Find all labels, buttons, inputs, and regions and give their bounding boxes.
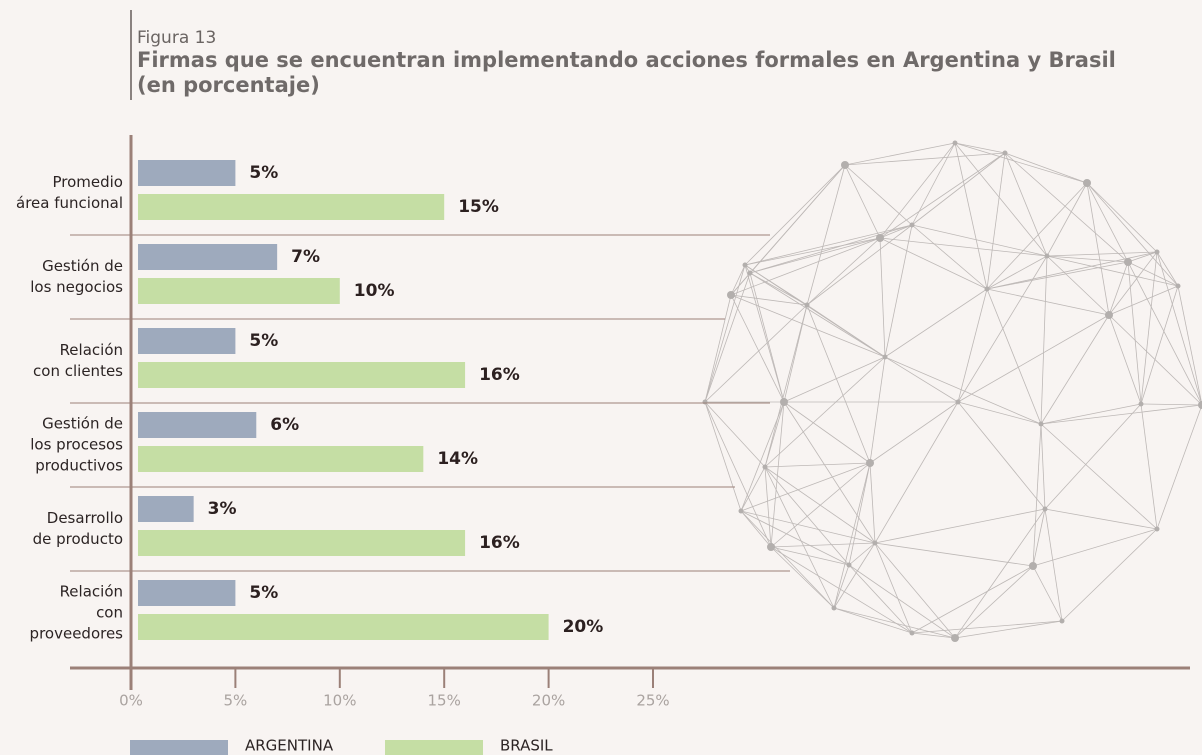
bar bbox=[138, 328, 235, 354]
category-label: Relación bbox=[60, 583, 123, 601]
x-tick-label: 25% bbox=[636, 692, 669, 710]
x-tick-label: 5% bbox=[224, 692, 248, 710]
bar bbox=[138, 244, 277, 270]
value-label: 5% bbox=[249, 583, 278, 603]
network-node bbox=[727, 291, 735, 299]
network-node bbox=[951, 634, 959, 642]
x-tick-label: 20% bbox=[532, 692, 565, 710]
category-label: Desarrollo bbox=[47, 509, 123, 527]
network-node bbox=[841, 161, 849, 169]
legend-label: ARGENTINA bbox=[245, 737, 334, 755]
value-label: 5% bbox=[249, 331, 278, 351]
network-node bbox=[763, 465, 768, 470]
network-node bbox=[985, 287, 990, 292]
network-node bbox=[780, 398, 788, 406]
network-node bbox=[1139, 402, 1144, 407]
network-node bbox=[1045, 254, 1050, 259]
category-label: con clientes bbox=[33, 362, 123, 380]
value-label: 14% bbox=[437, 449, 478, 469]
value-label: 20% bbox=[563, 617, 604, 637]
network-node bbox=[1039, 422, 1044, 427]
value-label: 16% bbox=[479, 365, 520, 385]
value-label: 10% bbox=[354, 281, 395, 301]
network-node bbox=[873, 541, 878, 546]
network-node bbox=[1124, 258, 1132, 266]
category-label: los negocios bbox=[30, 278, 123, 296]
category-label: Gestión de bbox=[42, 257, 123, 275]
network-node bbox=[739, 509, 744, 514]
network-node bbox=[1176, 284, 1181, 289]
network-node bbox=[1155, 250, 1160, 255]
bar bbox=[138, 580, 235, 606]
chart: Figura 13 Firmas que se encuentran imple… bbox=[0, 0, 1202, 755]
network-node bbox=[1029, 562, 1037, 570]
network-node bbox=[1083, 179, 1091, 187]
network-node bbox=[956, 400, 961, 405]
x-tick-label: 15% bbox=[428, 692, 461, 710]
network-node bbox=[910, 223, 915, 228]
chart-title: (en porcentaje) bbox=[137, 73, 320, 97]
bar bbox=[138, 530, 465, 556]
category-label: proveedores bbox=[30, 625, 124, 643]
network-node bbox=[1043, 507, 1048, 512]
value-label: 6% bbox=[270, 415, 299, 435]
chart-title: Firmas que se encuentran implementando a… bbox=[137, 48, 1116, 72]
category-label: productivos bbox=[35, 457, 123, 475]
category-label: Gestión de bbox=[42, 415, 123, 433]
network-node bbox=[1003, 151, 1008, 156]
figure-label: Figura 13 bbox=[137, 28, 216, 48]
category-label: Promedio bbox=[52, 173, 123, 191]
value-label: 3% bbox=[208, 499, 237, 519]
value-label: 5% bbox=[249, 163, 278, 183]
network-node bbox=[1155, 527, 1160, 532]
bar bbox=[138, 160, 235, 186]
network-node bbox=[767, 543, 775, 551]
network-node bbox=[876, 234, 884, 242]
network-node bbox=[910, 631, 915, 636]
category-label: área funcional bbox=[16, 194, 123, 212]
bar bbox=[138, 412, 256, 438]
network-node bbox=[832, 606, 837, 611]
bar bbox=[138, 362, 465, 388]
category-label: Relación bbox=[60, 341, 123, 359]
network-node bbox=[1060, 619, 1065, 624]
value-label: 15% bbox=[458, 197, 499, 217]
x-tick-label: 0% bbox=[119, 692, 143, 710]
network-node bbox=[1105, 311, 1113, 319]
value-label: 7% bbox=[291, 247, 320, 267]
category-label: los procesos bbox=[30, 436, 123, 454]
bar bbox=[138, 194, 444, 220]
bar bbox=[138, 496, 194, 522]
legend-label: BRASIL bbox=[500, 737, 553, 755]
network-node bbox=[805, 303, 810, 308]
network-node bbox=[743, 263, 748, 268]
network-node bbox=[847, 563, 852, 568]
legend-swatch bbox=[130, 740, 228, 755]
category-label: con bbox=[96, 604, 123, 622]
network-node bbox=[866, 459, 874, 467]
network-node bbox=[953, 141, 958, 146]
network-node bbox=[883, 355, 888, 360]
network-node bbox=[703, 400, 708, 405]
x-tick-label: 10% bbox=[323, 692, 356, 710]
bar bbox=[138, 614, 549, 640]
category-label: de producto bbox=[33, 530, 123, 548]
value-label: 16% bbox=[479, 533, 520, 553]
bar bbox=[138, 446, 423, 472]
legend-swatch bbox=[385, 740, 483, 755]
bar bbox=[138, 278, 340, 304]
network-node bbox=[748, 271, 753, 276]
